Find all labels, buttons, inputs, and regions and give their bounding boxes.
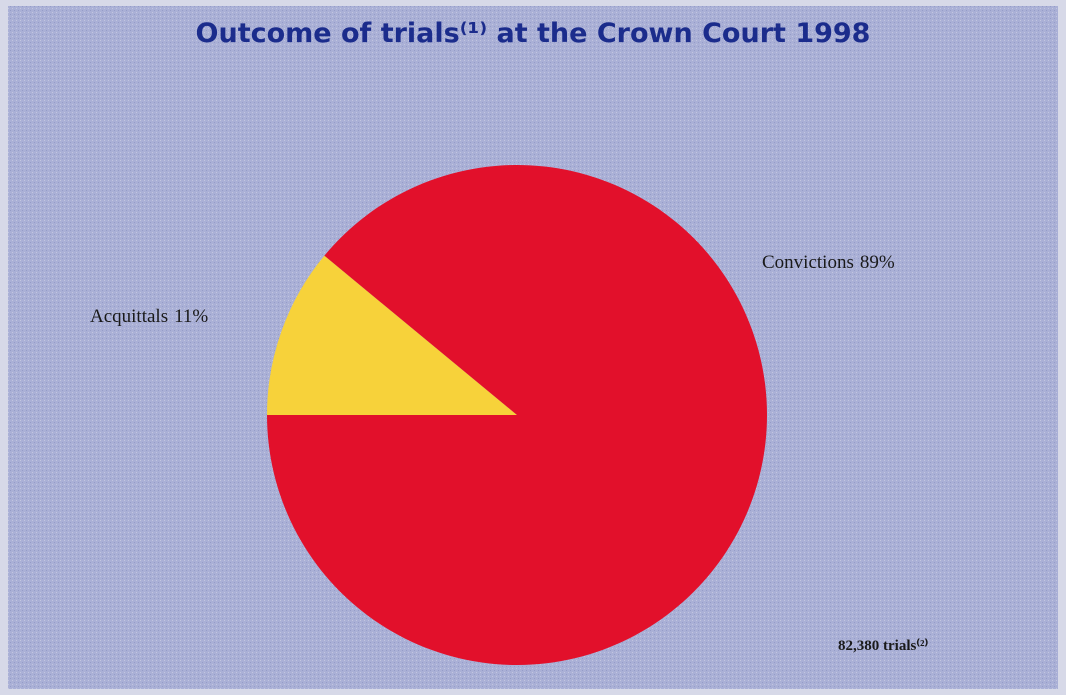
slice-label: Convictions 89% <box>762 252 895 273</box>
pie <box>267 165 767 666</box>
pie-slice <box>267 255 517 415</box>
chart-title: Outcome of trials⁽¹⁾ at the Crown Court … <box>196 18 871 49</box>
annotation: 82,380 trials⁽²⁾ <box>838 638 929 654</box>
value-label: 11% <box>174 306 208 327</box>
value-label: 89% <box>860 252 895 273</box>
pie-slice <box>267 165 767 666</box>
category-label: Convictions <box>762 252 854 273</box>
slice-label: Acquittals 11% <box>90 306 208 327</box>
category-label: Acquittals <box>90 306 168 327</box>
